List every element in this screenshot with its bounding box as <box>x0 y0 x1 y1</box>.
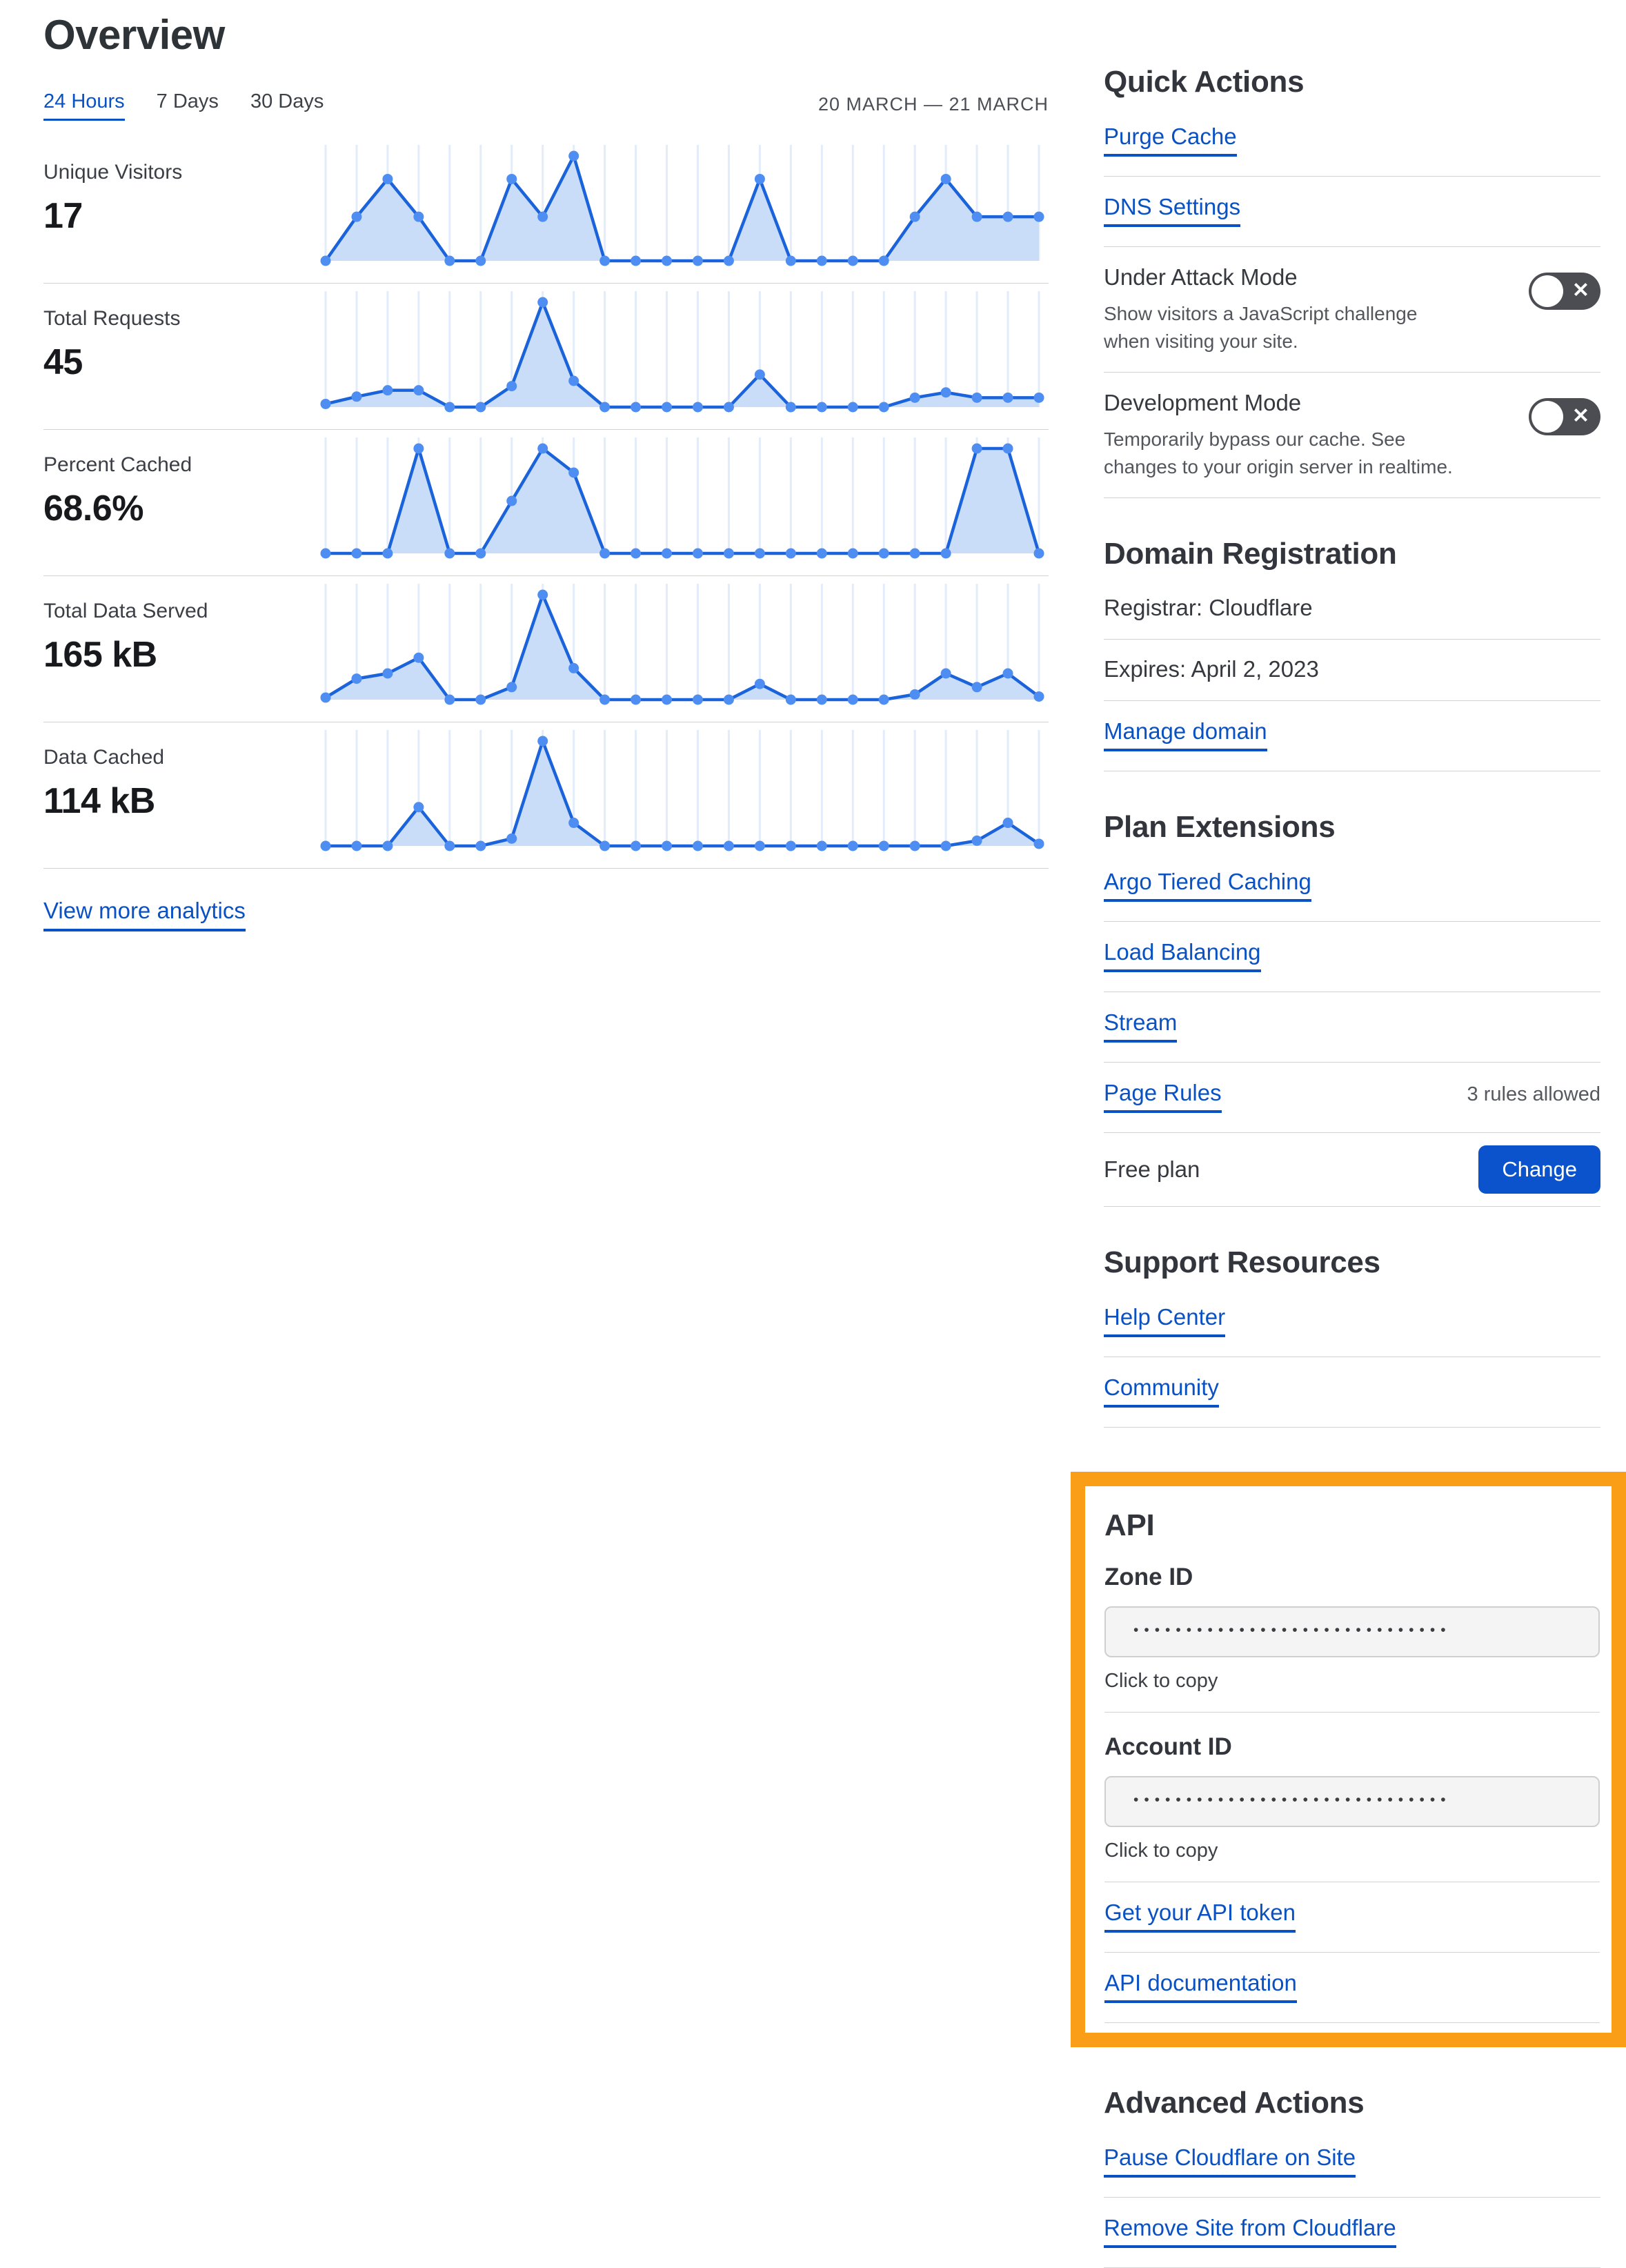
chart-label: Total Requests <box>43 307 181 330</box>
chart-row-total-requests: Total Requests 45 <box>43 284 1049 430</box>
development-mode-label: Development Mode <box>1104 390 1302 415</box>
list-item: Argo Tiered Caching <box>1104 851 1600 922</box>
pause-cloudflare-link[interactable]: Pause Cloudflare on Site <box>1104 2144 1356 2178</box>
manage-domain-link[interactable]: Manage domain <box>1104 718 1267 751</box>
chart-row-data-cached: Data Cached 114 kB <box>43 722 1049 869</box>
development-mode-toggle[interactable]: ✕ <box>1529 398 1600 435</box>
percent-cached-sparkline <box>320 437 1044 559</box>
registrar-row: Registrar: Cloudflare <box>1104 578 1600 640</box>
under-attack-mode-row: Under Attack Mode Show visitors a JavaSc… <box>1104 247 1600 373</box>
plan-extensions-heading: Plan Extensions <box>1104 810 1336 844</box>
unique-visitors-sparkline <box>320 145 1044 266</box>
chart-row-unique-visitors: Unique Visitors 17 <box>43 137 1049 284</box>
development-mode-row: Development Mode Temporarily bypass our … <box>1104 373 1600 498</box>
total-data-served-sparkline <box>320 584 1044 705</box>
chart-value: 165 kB <box>43 635 157 675</box>
time-range-tabs: 24 Hours 7 Days 30 Days 20 MARCH — 21 MA… <box>43 90 1049 121</box>
page-title: Overview <box>43 12 225 58</box>
list-item: Get your API token <box>1104 1882 1600 1953</box>
list-item: Pause Cloudflare on Site <box>1104 2127 1600 2198</box>
under-attack-mode-label: Under Attack Mode <box>1104 264 1298 290</box>
tab-30-days[interactable]: 30 Days <box>250 90 324 112</box>
list-item: Help Center <box>1104 1287 1600 1357</box>
toggle-knob <box>1531 401 1563 433</box>
chart-value: 17 <box>43 196 83 236</box>
sidebar: Quick Actions Purge Cache DNS Settings U… <box>1071 0 1626 2268</box>
remove-site-link[interactable]: Remove Site from Cloudflare <box>1104 2215 1396 2248</box>
under-attack-mode-description: Show visitors a JavaScript challenge whe… <box>1104 303 1418 352</box>
page-rules-allowance: 3 rules allowed <box>1467 1083 1600 1105</box>
masked-value: •••••••••••••••••••••••••••••• <box>1133 1622 1451 1638</box>
chart-value: 114 kB <box>43 781 155 821</box>
toggle-off-x-icon: ✕ <box>1572 279 1589 302</box>
account-id-group: Account ID •••••••••••••••••••••••••••••… <box>1104 1733 1600 1882</box>
tab-24-hours[interactable]: 24 Hours <box>43 90 125 121</box>
api-heading: API <box>1104 1508 1155 1542</box>
toggle-knob <box>1531 275 1563 307</box>
quick-actions-heading: Quick Actions <box>1104 65 1305 99</box>
zone-id-group: Zone ID •••••••••••••••••••••••••••••• C… <box>1104 1564 1600 1713</box>
account-id-copy-hint: Click to copy <box>1104 1840 1218 1862</box>
chart-label: Total Data Served <box>43 600 208 622</box>
account-id-field[interactable]: •••••••••••••••••••••••••••••• <box>1104 1776 1600 1827</box>
get-api-token-link[interactable]: Get your API token <box>1104 1900 1296 1933</box>
domain-registration-heading: Domain Registration <box>1104 537 1397 571</box>
zone-id-field[interactable]: •••••••••••••••••••••••••••••• <box>1104 1606 1600 1657</box>
stream-link[interactable]: Stream <box>1104 1009 1178 1043</box>
under-attack-mode-toggle[interactable]: ✕ <box>1529 273 1600 310</box>
community-link[interactable]: Community <box>1104 1374 1219 1408</box>
development-mode-description: Temporarily bypass our cache. See change… <box>1104 428 1453 477</box>
support-resources-heading: Support Resources <box>1104 1245 1380 1279</box>
dns-settings-link[interactable]: DNS Settings <box>1104 194 1241 227</box>
argo-tiered-caching-link[interactable]: Argo Tiered Caching <box>1104 869 1311 902</box>
change-plan-button[interactable]: Change <box>1478 1145 1600 1194</box>
api-documentation-link[interactable]: API documentation <box>1104 1970 1297 2003</box>
purge-cache-link[interactable]: Purge Cache <box>1104 124 1237 157</box>
chart-value: 68.6% <box>43 489 143 529</box>
list-item: Remove Site from Cloudflare <box>1104 2198 1600 2268</box>
chart-row-total-data-served: Total Data Served 165 kB <box>43 576 1049 722</box>
overview-main-column: Overview 24 Hours 7 Days 30 Days 20 MARC… <box>43 0 1049 931</box>
list-item: Community <box>1104 1357 1600 1428</box>
list-item: Stream <box>1104 992 1600 1063</box>
page-rules-row: Page Rules 3 rules allowed <box>1104 1063 1600 1133</box>
analytics-chart-list: Unique Visitors 17 Total Requests 45 Per… <box>43 137 1049 869</box>
page-rules-link[interactable]: Page Rules <box>1104 1080 1222 1113</box>
help-center-link[interactable]: Help Center <box>1104 1304 1226 1337</box>
chart-label: Data Cached <box>43 746 165 769</box>
chart-label: Percent Cached <box>43 453 192 476</box>
total-requests-sparkline <box>320 291 1044 413</box>
plan-row: Free plan Change <box>1104 1133 1600 1207</box>
load-balancing-link[interactable]: Load Balancing <box>1104 939 1261 972</box>
tab-7-days[interactable]: 7 Days <box>156 90 219 112</box>
advanced-actions-heading: Advanced Actions <box>1104 2086 1365 2120</box>
date-range: 20 MARCH — 21 MARCH <box>817 94 1049 115</box>
free-plan-label: Free plan <box>1104 1156 1200 1182</box>
zone-id-copy-hint: Click to copy <box>1104 1670 1218 1692</box>
masked-value: •••••••••••••••••••••••••••••• <box>1133 1792 1451 1808</box>
list-item: Manage domain <box>1104 701 1600 771</box>
zone-id-label: Zone ID <box>1104 1564 1193 1590</box>
chart-row-percent-cached: Percent Cached 68.6% <box>43 430 1049 576</box>
view-more-analytics-link[interactable]: View more analytics <box>43 898 246 931</box>
list-item: Load Balancing <box>1104 922 1600 992</box>
list-item: API documentation <box>1104 1953 1600 2023</box>
account-id-label: Account ID <box>1104 1733 1232 1760</box>
toggle-off-x-icon: ✕ <box>1572 404 1589 428</box>
api-section-highlight: API Zone ID ••••••••••••••••••••••••••••… <box>1071 1472 1626 2047</box>
chart-value: 45 <box>43 342 83 382</box>
expires-row: Expires: April 2, 2023 <box>1104 640 1600 701</box>
chart-label: Unique Visitors <box>43 161 183 184</box>
list-item: Purge Cache <box>1104 106 1600 177</box>
list-item: DNS Settings <box>1104 177 1600 247</box>
data-cached-sparkline <box>320 730 1044 851</box>
